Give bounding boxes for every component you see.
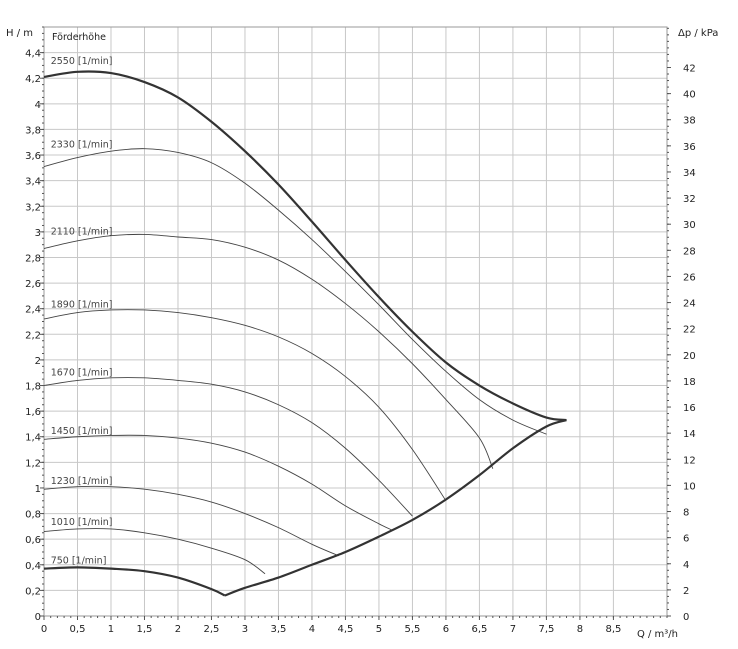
curve-label-2550: 2550 [1/min] bbox=[51, 56, 113, 67]
curve-label-750: 750 [1/min] bbox=[51, 556, 107, 567]
y-tick-label: 3,2 bbox=[25, 202, 41, 213]
y-tick-label: 1,2 bbox=[25, 458, 41, 469]
curve-label-1450: 1450 [1/min] bbox=[51, 426, 113, 437]
y2-tick-label: 24 bbox=[683, 299, 696, 310]
y-tick-label: 2,8 bbox=[25, 253, 41, 264]
y2-tick-label: 40 bbox=[683, 90, 696, 101]
curve-label-1890: 1890 [1/min] bbox=[51, 299, 113, 310]
y-tick-label: 3,6 bbox=[25, 151, 41, 162]
y-tick-label: 2,6 bbox=[25, 279, 41, 290]
y2-tick-label: 16 bbox=[683, 403, 696, 414]
curve-2330 bbox=[43, 148, 547, 435]
x-tick-label: 6 bbox=[443, 624, 449, 635]
y-tick-label: 2,4 bbox=[25, 305, 41, 316]
x-tick-label: 7 bbox=[510, 624, 516, 635]
y-tick-label: 0 bbox=[35, 612, 41, 623]
curve-label-2110: 2110 [1/min] bbox=[51, 226, 113, 237]
x-axis-label: Q / m³/h bbox=[637, 629, 678, 640]
curve-1890 bbox=[43, 309, 447, 502]
y-tick-label: 3,4 bbox=[25, 177, 41, 188]
x-tick-label: 1 bbox=[108, 624, 114, 635]
x-tick-label: 3 bbox=[242, 624, 248, 635]
y2-tick-label: 22 bbox=[683, 325, 696, 336]
curve-2110 bbox=[43, 233, 494, 469]
x-tick-label: 5,5 bbox=[404, 624, 420, 635]
x-tick-label: 4,5 bbox=[337, 624, 353, 635]
y2-tick-label: 10 bbox=[683, 481, 696, 492]
chart-title: Förderhöhe bbox=[52, 32, 106, 43]
y2-tick-label: 32 bbox=[683, 194, 696, 205]
curve-1230 bbox=[43, 485, 339, 557]
curve-750 bbox=[43, 566, 226, 597]
y2-tick-label: 2 bbox=[683, 586, 689, 597]
y-tick-label: 0,8 bbox=[25, 510, 41, 521]
y2-tick-label: 36 bbox=[683, 142, 696, 153]
y2-tick-label: 34 bbox=[683, 168, 696, 179]
curve-label-1230: 1230 [1/min] bbox=[51, 476, 113, 487]
curves bbox=[43, 70, 567, 597]
y-tick-label: 4,4 bbox=[25, 49, 41, 60]
curve-label-2330: 2330 [1/min] bbox=[51, 139, 113, 150]
y-tick-label: 4 bbox=[35, 100, 41, 111]
curve-1670 bbox=[43, 377, 413, 517]
x-tick-label: 2 bbox=[175, 624, 181, 635]
y-tick-label: 1 bbox=[35, 484, 41, 495]
grid bbox=[43, 27, 667, 617]
curve-labels: 2550 [1/min] 2330 [1/min] 2110 [1/min] 1890… bbox=[51, 56, 113, 566]
y2-tick-label: 6 bbox=[683, 534, 689, 545]
x-tick-label: 7,5 bbox=[538, 624, 554, 635]
y2-tick-label: 30 bbox=[683, 220, 696, 231]
y-tick-label: 0,4 bbox=[25, 561, 41, 572]
y2-tick-label: 0 bbox=[683, 612, 689, 623]
y-tick-label: 3,8 bbox=[25, 125, 41, 136]
y-axis-label: H / m bbox=[6, 28, 33, 39]
y2-tick-label: 38 bbox=[683, 116, 696, 127]
y2-tick-label: 18 bbox=[683, 377, 696, 388]
x-tick-label: 4 bbox=[309, 624, 315, 635]
x-tick-label: 8,5 bbox=[605, 624, 621, 635]
y-tick-label: 0,6 bbox=[25, 535, 41, 546]
y2-tick-label: 8 bbox=[683, 508, 689, 519]
curve-1450 bbox=[43, 434, 393, 531]
x-tick-label: 6,5 bbox=[471, 624, 487, 635]
x-tick-label: 1,5 bbox=[137, 624, 153, 635]
x-tick-label: 0 bbox=[41, 624, 47, 635]
y-tick-label: 1,4 bbox=[25, 433, 41, 444]
y2-tick-label: 26 bbox=[683, 272, 696, 283]
y-tick-label: 1,8 bbox=[25, 382, 41, 393]
y2-tick-label: 28 bbox=[683, 246, 696, 257]
x-tick-label: 2,5 bbox=[204, 624, 220, 635]
curve-label-1670: 1670 [1/min] bbox=[51, 367, 113, 378]
x-tick-label: 3,5 bbox=[271, 624, 287, 635]
curve-2550 bbox=[43, 70, 567, 422]
axes: 0 0,5 1 1,5 2 2,5 3 3,5 4 4,5 5 5,5 6 6,5 7 7,5 8 8,5 0 0,2… bbox=[25, 26, 696, 635]
y-tick-label: 0,2 bbox=[25, 586, 41, 597]
y-tick-label: 4,2 bbox=[25, 74, 41, 85]
y2-axis-label: Δp / kPa bbox=[678, 28, 718, 39]
x-tick-label: 8 bbox=[577, 624, 583, 635]
curve-1010 bbox=[43, 528, 266, 575]
y2-tick-label: 12 bbox=[683, 455, 696, 466]
y2-tick-label: 14 bbox=[683, 429, 696, 440]
y-tick-label: 2 bbox=[35, 356, 41, 367]
x-tick-label: 0,5 bbox=[70, 624, 86, 635]
y-tick-label: 3 bbox=[35, 228, 41, 239]
plot-frame bbox=[43, 26, 668, 617]
y2-tick-label: 4 bbox=[683, 560, 689, 571]
x-tick-label: 5 bbox=[376, 624, 382, 635]
y2-tick-label: 20 bbox=[683, 351, 696, 362]
y-tick-label: 2,2 bbox=[25, 330, 41, 341]
curve-label-1010: 1010 [1/min] bbox=[51, 517, 113, 528]
curve-min-envelope bbox=[224, 419, 567, 597]
y2-tick-label: 42 bbox=[683, 63, 696, 74]
y-tick-label: 1,6 bbox=[25, 407, 41, 418]
